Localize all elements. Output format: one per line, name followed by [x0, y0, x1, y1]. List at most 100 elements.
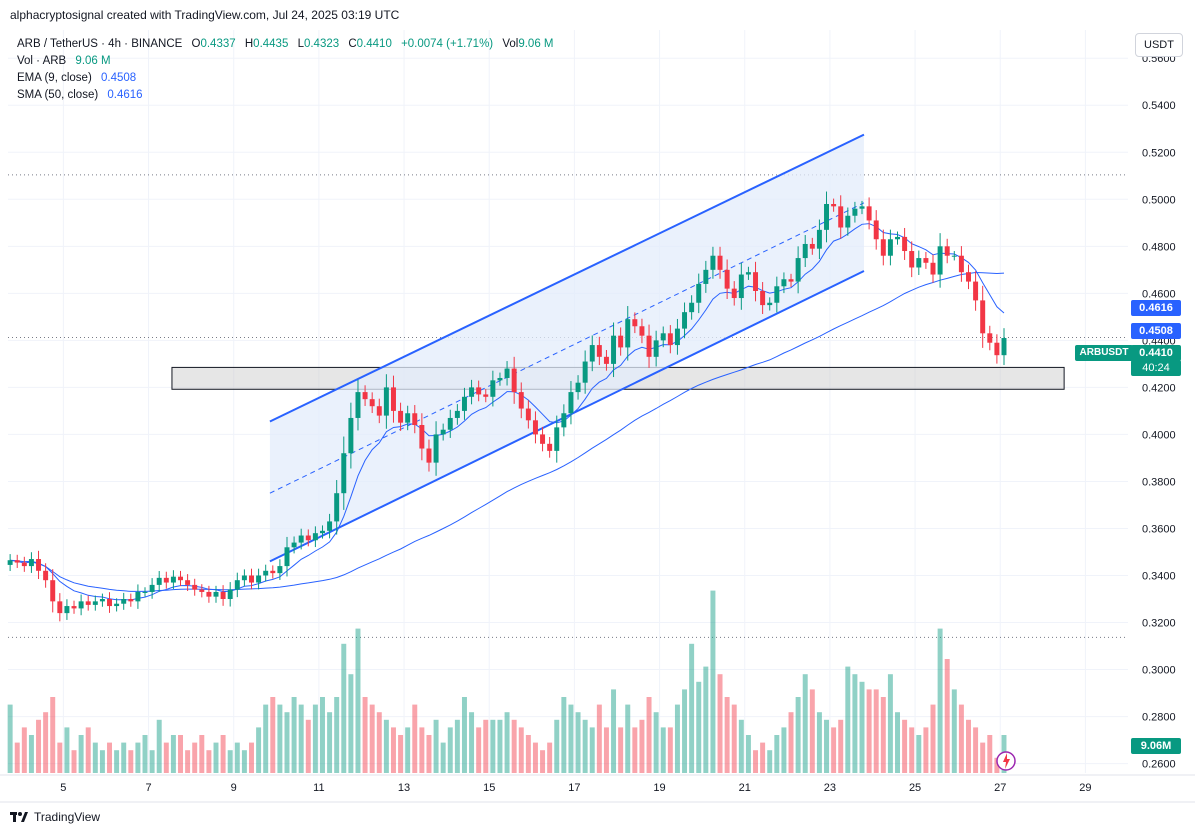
candle-body	[320, 530, 325, 534]
volume-bar	[824, 719, 830, 773]
volume-bar	[923, 727, 929, 773]
candle-body	[767, 302, 773, 306]
volume-bar	[312, 704, 318, 773]
candle-body	[589, 345, 595, 362]
tradingview-logo-icon	[10, 810, 28, 824]
candle-body	[213, 591, 219, 597]
candle-body	[412, 413, 418, 426]
currency-button[interactable]: USDT	[1135, 33, 1183, 57]
candle-body	[7, 560, 13, 565]
candle-body	[788, 279, 794, 282]
candle-body	[689, 302, 695, 313]
candle-body	[930, 262, 936, 275]
candle-body	[114, 603, 120, 607]
legend-symbol[interactable]: ARB / TetherUS · 4h · BINANCE	[17, 38, 183, 50]
candle-body	[43, 570, 49, 581]
volume-bar	[469, 712, 475, 773]
volume-bar	[625, 704, 631, 773]
candle-body	[249, 575, 254, 583]
candle-body	[795, 258, 801, 282]
volume-bar	[362, 697, 368, 773]
volume-bar	[575, 712, 581, 773]
candle-body	[958, 255, 964, 273]
volume-bar	[596, 704, 602, 773]
candle-body	[966, 272, 971, 282]
volume-bar	[149, 750, 155, 773]
volume-bar	[71, 750, 77, 773]
volume-bar	[419, 727, 425, 773]
candle-body	[163, 577, 169, 583]
volume-bar	[504, 712, 510, 773]
volume-bar	[966, 719, 971, 773]
candle-body	[582, 361, 588, 383]
candle-body	[880, 239, 886, 256]
volume-bar	[305, 719, 311, 773]
volume-bar	[667, 727, 673, 773]
candle-body	[220, 591, 226, 600]
volume-bar	[405, 727, 411, 773]
volume-bar	[433, 719, 439, 773]
channel-mid-line	[269, 202, 865, 494]
candle-body	[128, 599, 134, 602]
candle-body	[185, 580, 191, 585]
candle-body	[149, 584, 155, 592]
candle-body	[312, 533, 318, 541]
y-tick-label: 0.3400	[1142, 570, 1176, 582]
candle-body	[568, 392, 574, 414]
volume-bar	[646, 697, 652, 773]
volume-bar	[64, 727, 70, 773]
candle-body	[625, 319, 631, 348]
volume-bar	[14, 742, 20, 773]
volume-bar	[476, 727, 482, 773]
candle-body	[937, 246, 943, 275]
candle-body	[383, 387, 389, 416]
y-tick-label: 0.4200	[1142, 382, 1176, 394]
candle-body	[107, 599, 113, 607]
volume-bar	[78, 735, 84, 773]
y-tick-label: 0.3600	[1142, 523, 1176, 535]
candle-body	[554, 427, 560, 451]
volume-bar	[816, 712, 822, 773]
candle-body	[291, 542, 297, 548]
sma-line	[10, 271, 1005, 592]
candle-body	[540, 434, 546, 444]
legend-low: 0.4323	[303, 38, 340, 50]
volume-bar	[951, 689, 957, 773]
legend-ema-label[interactable]: EMA (9, close)	[17, 72, 92, 84]
candle-body	[376, 406, 382, 416]
volume-bar	[57, 742, 63, 773]
candle-body	[199, 589, 205, 592]
volume-bar	[192, 742, 198, 773]
volume-bar	[199, 735, 205, 773]
channel-upper-line	[269, 133, 865, 423]
volume-bar	[249, 742, 254, 773]
volume-bar	[674, 704, 680, 773]
y-tick-label: 0.3000	[1142, 665, 1176, 677]
candle-body	[476, 387, 482, 395]
volume-bar	[973, 727, 979, 773]
candle-body	[497, 377, 503, 381]
volume-bar	[21, 727, 27, 773]
volume-bar	[788, 712, 794, 773]
volume-bar	[206, 750, 212, 773]
volume-bar	[795, 697, 801, 773]
candle-body	[419, 425, 425, 449]
volume-bar	[639, 719, 645, 773]
footer: TradingView	[10, 810, 100, 824]
candle-body	[639, 326, 645, 336]
legend-volume-indicator[interactable]: Vol · ARB	[17, 55, 67, 67]
candle-body	[469, 387, 475, 397]
volume-bar	[440, 742, 446, 773]
candle-body	[909, 251, 915, 268]
legend-sma-label[interactable]: SMA (50, close)	[17, 89, 99, 101]
candle-body	[724, 269, 730, 289]
volume-bar	[263, 704, 269, 773]
volume-bar	[412, 704, 418, 773]
candle-body	[170, 576, 176, 583]
volume-bar	[490, 719, 496, 773]
candle-body	[36, 559, 42, 571]
sma-price-tag: 0.4616	[1131, 300, 1181, 316]
candle-body	[263, 570, 269, 576]
volume-bar	[611, 689, 617, 773]
